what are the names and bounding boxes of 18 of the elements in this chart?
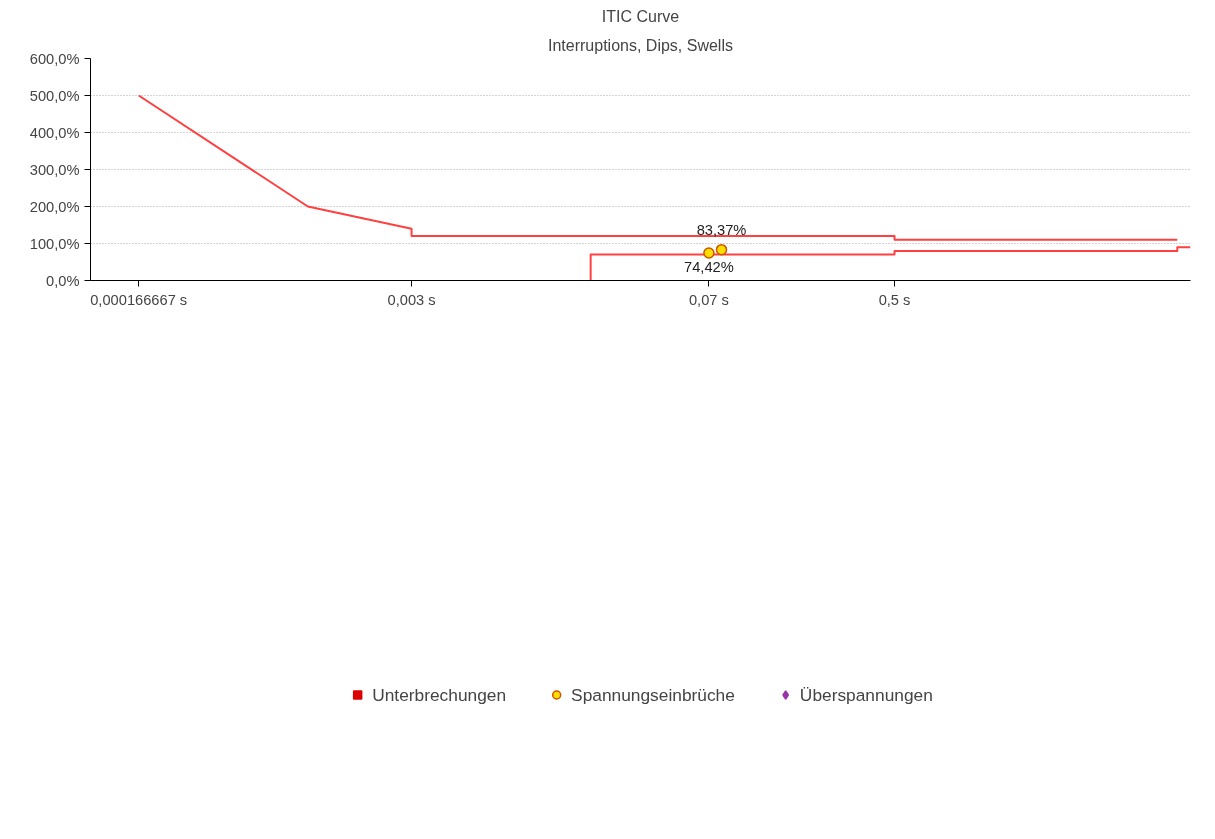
x-tick-label: 0,5 s xyxy=(878,291,911,308)
chart-title: ITIC Curve xyxy=(601,7,680,25)
x-tick-label: 0,000166667 s xyxy=(90,291,188,308)
legend-label: Unterbrechungen xyxy=(372,684,507,706)
y-tick-label: 600,0% xyxy=(29,50,80,67)
y-tick-label: 500,0% xyxy=(29,87,80,104)
y-tick-label: 0,0% xyxy=(46,272,80,289)
legend-label: Spannungseinbrüche xyxy=(571,684,735,706)
chart-subtitle: Interruptions, Dips, Swells xyxy=(548,36,733,54)
x-tick-label: 0,07 s xyxy=(688,291,729,308)
data-label: 74,42% xyxy=(684,258,734,275)
x-tick-label: 0,003 s xyxy=(387,291,436,308)
y-tick-label: 100,0% xyxy=(29,235,80,252)
y-tick-label: 300,0% xyxy=(29,161,80,178)
data-label: 83,37% xyxy=(696,221,747,238)
y-tick-label: 400,0% xyxy=(29,124,80,141)
y-tick-label: 200,0% xyxy=(29,198,80,215)
legend-label: Überspannungen xyxy=(799,684,933,706)
